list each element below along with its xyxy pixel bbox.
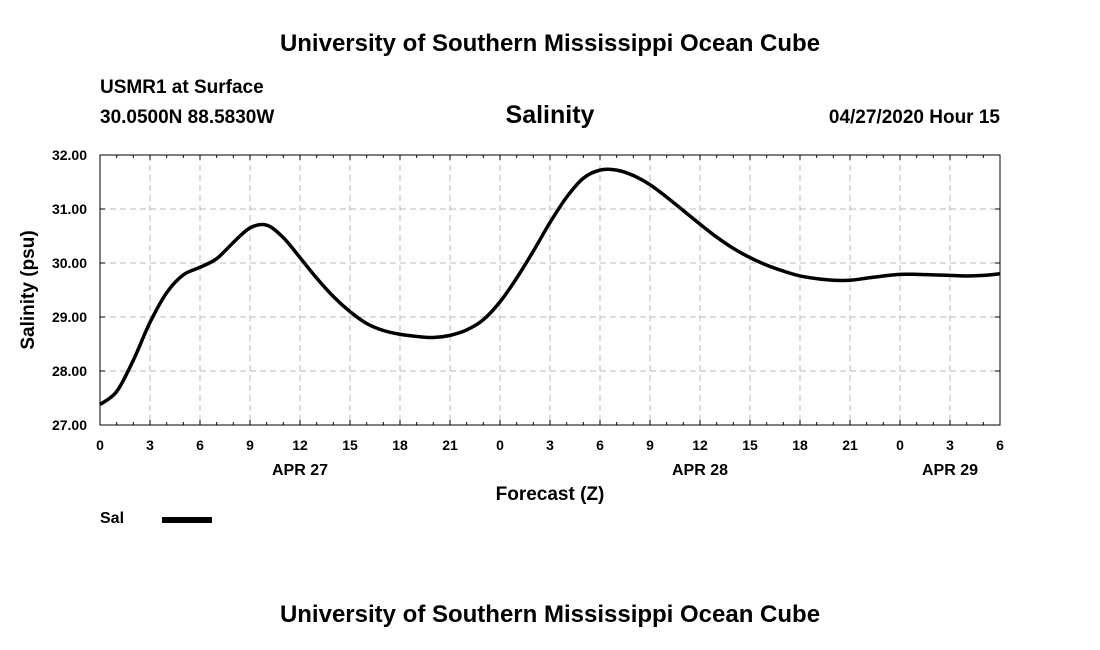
coordinates-label: 30.0500N 88.5830W bbox=[100, 107, 275, 128]
y-tick-label: 27.00 bbox=[52, 417, 87, 433]
x-tick-label: 12 bbox=[292, 437, 308, 453]
date-label: APR 29 bbox=[922, 462, 978, 479]
series-line-sal bbox=[98, 167, 1001, 406]
x-tick-label: 21 bbox=[842, 437, 858, 453]
x-tick-label: 3 bbox=[546, 437, 554, 453]
legend-label: Sal bbox=[100, 510, 125, 527]
x-tick-label: 15 bbox=[342, 437, 358, 453]
x-tick-label: 3 bbox=[946, 437, 954, 453]
x-tick-label: 6 bbox=[996, 437, 1004, 453]
legend-line-swatch bbox=[162, 517, 212, 523]
x-tick-label: 18 bbox=[392, 437, 408, 453]
x-tick-label: 0 bbox=[896, 437, 904, 453]
x-tick-label: 6 bbox=[596, 437, 604, 453]
date-label: APR 27 bbox=[272, 462, 328, 479]
x-tick-label: 21 bbox=[442, 437, 458, 453]
date-label: APR 28 bbox=[672, 462, 728, 479]
x-tick-label: 0 bbox=[96, 437, 104, 453]
chart-title-bottom: University of Southern Mississippi Ocean… bbox=[279, 601, 821, 628]
y-tick-label: 29.00 bbox=[52, 309, 87, 325]
x-tick-label: 15 bbox=[742, 437, 758, 453]
x-tick-label: 9 bbox=[646, 437, 654, 453]
x-tick-label: 0 bbox=[496, 437, 504, 453]
x-tick-label: 6 bbox=[196, 437, 204, 453]
x-tick-label: 3 bbox=[146, 437, 154, 453]
y-tick-label: 32.00 bbox=[52, 147, 87, 163]
x-tick-label: 18 bbox=[792, 437, 808, 453]
x-tick-label: 12 bbox=[692, 437, 708, 453]
y-tick-label: 31.00 bbox=[52, 201, 87, 217]
forecast-timestamp: 04/27/2020 Hour 15 bbox=[828, 107, 1000, 128]
chart-title-top: University of Southern Mississippi Ocean… bbox=[279, 30, 821, 57]
x-axis-label: Forecast (Z) bbox=[496, 484, 605, 505]
variable-title: Salinity bbox=[505, 101, 595, 129]
y-tick-label: 28.00 bbox=[52, 363, 87, 379]
y-tick-label: 30.00 bbox=[52, 255, 87, 271]
x-tick-label: 9 bbox=[246, 437, 254, 453]
station-label: USMR1 at Surface bbox=[100, 77, 264, 98]
y-axis-label: Salinity (psu) bbox=[18, 230, 39, 349]
